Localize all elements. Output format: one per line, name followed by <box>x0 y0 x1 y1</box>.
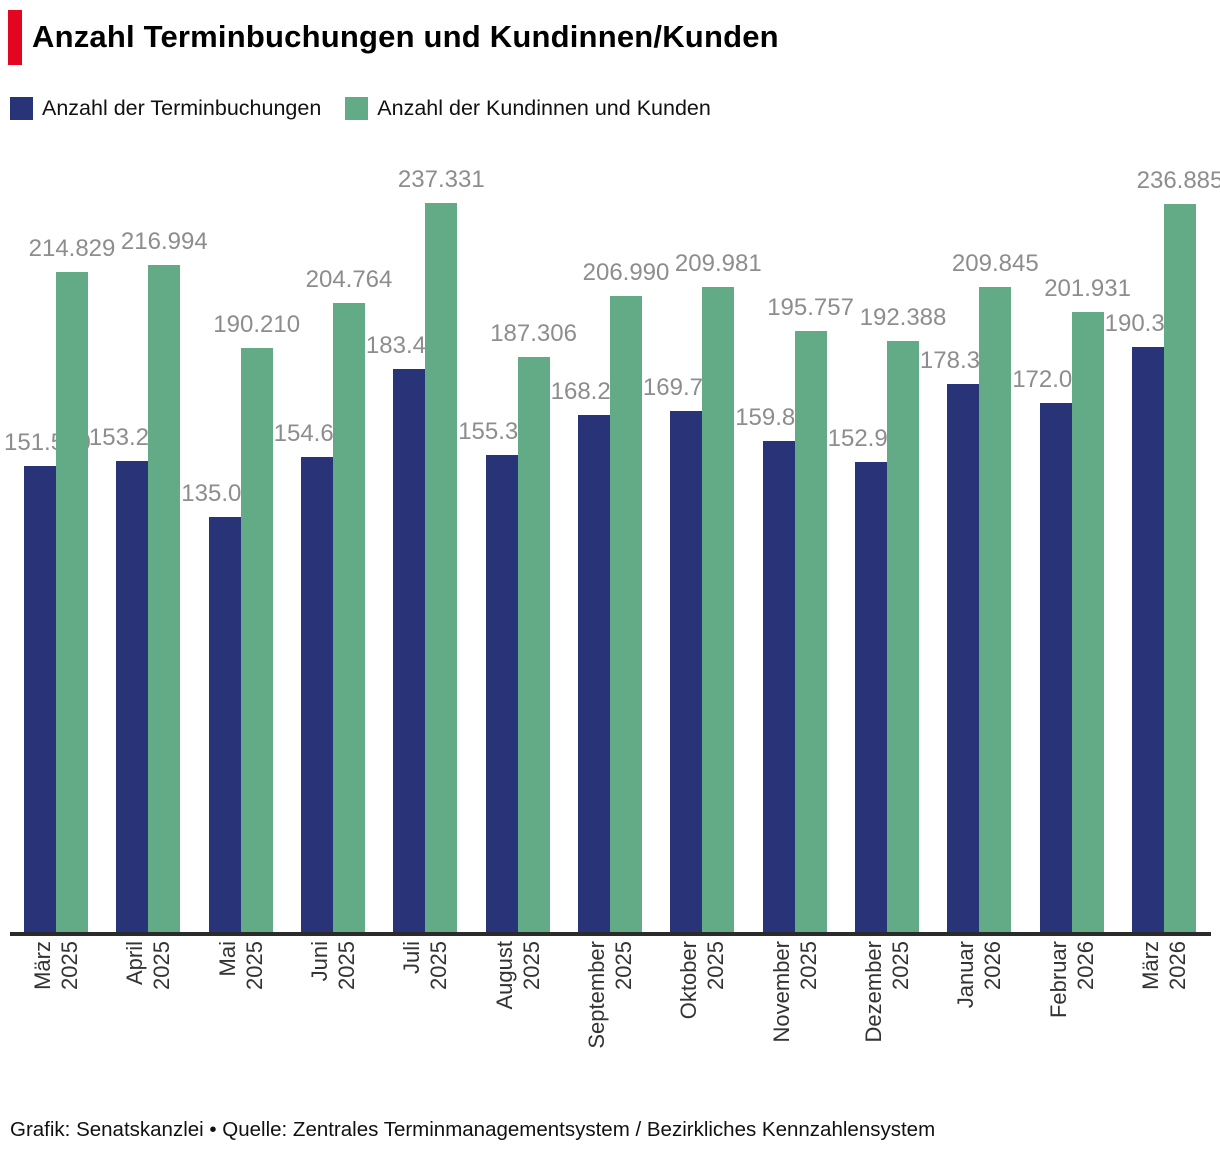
x-axis-label-month: März <box>30 941 55 990</box>
x-axis-label-month: Januar <box>953 941 979 1009</box>
x-axis-label-month: August <box>491 941 517 1010</box>
value-label: 206.990 <box>582 259 670 286</box>
x-axis-label-year: 2026 <box>1165 941 1190 990</box>
x-axis-label: April 2025 <box>121 941 175 1081</box>
value-label: 216.994 <box>120 228 208 255</box>
bar-kunden <box>425 203 458 932</box>
x-axis-label-month: Dezember <box>861 941 886 1043</box>
bar-kunden <box>610 296 642 932</box>
x-axis-line <box>10 932 1211 936</box>
bar-kunden <box>240 348 273 932</box>
value-label: 201.931 <box>1044 275 1131 302</box>
bar-terminbuchungen <box>670 411 703 932</box>
x-axis-label-year: 2025 <box>888 941 913 990</box>
chart-legend: Anzahl der Terminbuchungen Anzahl der Ku… <box>10 96 711 121</box>
x-axis-label-month: September <box>584 941 609 1049</box>
value-label: 237.331 <box>397 166 485 193</box>
legend-label: Anzahl der Terminbuchungen <box>42 96 322 120</box>
bar-kunden <box>333 303 365 932</box>
bar-kunden <box>1071 312 1104 932</box>
value-label: 236.885 <box>1136 167 1220 194</box>
bar-kunden <box>148 265 181 932</box>
x-axis-label: Juni 2025 <box>306 941 360 1081</box>
value-label: 209.981 <box>674 250 762 277</box>
legend-item-terminbuchungen: Anzahl der Terminbuchungen <box>10 96 321 121</box>
x-axis-label: Januar 2026 <box>952 941 1006 1081</box>
x-axis-label: September 2025 <box>583 941 637 1081</box>
bar-terminbuchungen <box>947 384 980 932</box>
bar-terminbuchungen <box>301 457 333 932</box>
x-axis-label-month: Juni <box>307 941 332 982</box>
x-axis-label-month: April <box>122 941 148 986</box>
legend-swatch-blue <box>10 97 33 120</box>
x-axis-label-year: 2025 <box>611 941 636 990</box>
bar-terminbuchungen <box>485 455 518 932</box>
x-axis-label-month: Oktober <box>676 941 702 1020</box>
x-axis-label-year: 2026 <box>1072 941 1098 990</box>
source-attribution: Grafik: Senatskanzlei • Quelle: Zentrale… <box>10 1118 936 1141</box>
x-axis-label-year: 2025 <box>334 941 359 990</box>
page-title: Anzahl Terminbuchungen und Kundinnen/Kun… <box>32 19 779 54</box>
legend-item-kunden: Anzahl der Kundinnen und Kunden <box>345 96 711 121</box>
bar-terminbuchungen <box>1039 403 1072 932</box>
value-label: 209.845 <box>951 250 1039 277</box>
bar-kunden <box>1164 204 1196 932</box>
bar-kunden <box>794 331 827 932</box>
bar-terminbuchungen <box>208 517 241 932</box>
bar-kunden <box>517 357 550 932</box>
bar-kunden <box>56 272 88 932</box>
x-axis-label: Oktober 2025 <box>675 941 729 1081</box>
x-axis-label: Februar 2026 <box>1045 941 1099 1081</box>
chart-header: Anzahl Terminbuchungen und Kundinnen/Kun… <box>8 9 779 65</box>
x-axis-label-year: 2025 <box>57 941 82 990</box>
x-axis-label-month: März <box>1138 941 1163 990</box>
x-axis-label-year: 2025 <box>149 941 175 990</box>
bar-terminbuchungen <box>1132 347 1164 932</box>
value-label: 214.829 <box>28 235 116 262</box>
legend-swatch-green <box>345 97 369 120</box>
x-axis-label-year: 2025 <box>795 941 821 990</box>
x-axis-label-year: 2026 <box>980 941 1006 990</box>
x-axis-label: März 2025 <box>29 941 83 1081</box>
x-axis-label-month: Juli <box>399 941 425 975</box>
x-axis-label-month: Februar <box>1045 941 1071 1019</box>
legend-label: Anzahl der Kundinnen und Kunden <box>377 96 711 120</box>
x-axis-label: März 2026 <box>1137 941 1191 1081</box>
x-axis-label-year: 2025 <box>518 941 544 990</box>
bar-terminbuchungen <box>578 415 610 932</box>
bar-kunden <box>887 341 919 932</box>
bar-terminbuchungen <box>393 369 426 932</box>
bar-terminbuchungen <box>116 461 149 932</box>
bar-terminbuchungen <box>762 441 795 932</box>
value-label: 187.306 <box>490 320 577 347</box>
x-axis-label: November 2025 <box>768 941 822 1081</box>
x-axis-label-month: Mai <box>214 941 240 977</box>
value-label: 195.757 <box>767 294 854 321</box>
bar-terminbuchungen <box>24 466 56 932</box>
bar-kunden <box>702 287 735 932</box>
value-label: 190.210 <box>213 311 301 338</box>
x-axis-label-year: 2025 <box>241 941 267 990</box>
bar-kunden <box>979 287 1012 932</box>
x-axis-label: August 2025 <box>491 941 545 1081</box>
value-label: 204.764 <box>305 266 393 293</box>
x-axis-label: Mai 2025 <box>214 941 268 1081</box>
x-axis-label-year: 2025 <box>426 941 452 990</box>
x-axis-label-year: 2025 <box>703 941 729 990</box>
x-axis-label: Dezember 2025 <box>860 941 914 1081</box>
x-axis-label-month: November <box>768 941 794 1043</box>
x-axis-label: Juli 2025 <box>398 941 452 1081</box>
bar-terminbuchungen <box>855 462 887 932</box>
title-accent-bar <box>8 9 22 65</box>
value-label: 192.388 <box>859 304 947 331</box>
